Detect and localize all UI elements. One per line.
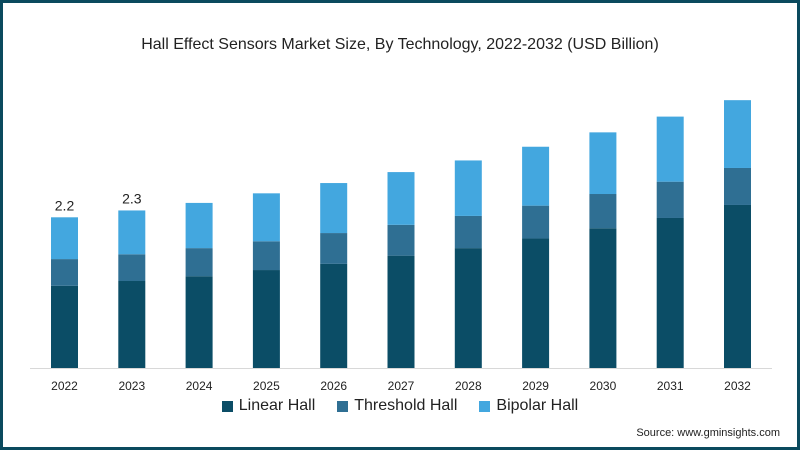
bar-bipolar-hall-2025 — [252, 193, 280, 242]
legend-item: Bipolar Hall — [479, 397, 578, 415]
legend-swatch — [479, 400, 491, 412]
bar-linear-hall-2024 — [185, 276, 213, 368]
x-tick-label: 2030 — [590, 379, 617, 393]
data-label: 2.2 — [55, 197, 75, 213]
x-tick-label: 2029 — [522, 379, 549, 393]
legend: Linear Hall Threshold Hall Bipolar Hall — [0, 397, 800, 415]
x-tick-label: 2026 — [320, 379, 347, 393]
bar-threshold-hall-2028 — [454, 215, 482, 249]
x-tick-label: 2032 — [724, 379, 751, 393]
bar-bipolar-hall-2026 — [320, 183, 348, 234]
bar-linear-hall-2027 — [387, 255, 415, 368]
bar-linear-hall-2030 — [589, 228, 617, 368]
bar-threshold-hall-2032 — [724, 167, 751, 205]
bar-threshold-hall-2022 — [51, 259, 78, 286]
legend-item: Threshold Hall — [337, 397, 457, 415]
bar-linear-hall-2025 — [252, 270, 280, 368]
x-tick-label: 2028 — [455, 379, 482, 393]
bar-threshold-hall-2031 — [656, 181, 684, 218]
x-tick-label: 2023 — [118, 379, 145, 393]
bar-threshold-hall-2023 — [118, 254, 146, 282]
bar-threshold-hall-2030 — [589, 194, 617, 229]
legend-label: Linear Hall — [238, 397, 316, 414]
source-note: Source: www.gminsights.com — [636, 427, 780, 439]
bar-linear-hall-2023 — [118, 281, 146, 368]
bar-bipolar-hall-2029 — [522, 146, 550, 206]
bar-linear-hall-2032 — [724, 204, 751, 368]
bar-linear-hall-2031 — [656, 217, 684, 368]
x-tick-label: 2025 — [253, 379, 280, 393]
bar-threshold-hall-2029 — [522, 205, 550, 239]
legend-item: Linear Hall — [221, 397, 316, 415]
x-tick-label: 2024 — [186, 379, 213, 393]
legend-swatch — [337, 400, 349, 412]
bar-bipolar-hall-2022 — [51, 217, 78, 260]
data-label: 2.3 — [122, 190, 142, 206]
bar-linear-hall-2026 — [320, 263, 348, 368]
bar-bipolar-hall-2027 — [387, 172, 415, 225]
bar-threshold-hall-2026 — [320, 233, 348, 264]
bar-bipolar-hall-2031 — [656, 116, 684, 182]
x-tick-label: 2022 — [51, 379, 78, 393]
bar-bipolar-hall-2028 — [454, 160, 482, 216]
bar-bipolar-hall-2030 — [589, 132, 617, 195]
bar-bipolar-hall-2032 — [724, 100, 751, 168]
bar-threshold-hall-2024 — [185, 248, 213, 277]
x-tick-label: 2031 — [657, 379, 684, 393]
legend-swatch — [221, 400, 233, 412]
bar-threshold-hall-2025 — [252, 241, 280, 271]
chart-title: Hall Effect Sensors Market Size, By Tech… — [141, 36, 659, 53]
bar-threshold-hall-2027 — [387, 224, 415, 256]
bar-bipolar-hall-2024 — [185, 202, 213, 249]
bar-linear-hall-2028 — [454, 248, 482, 368]
bar-linear-hall-2022 — [51, 285, 78, 368]
legend-label: Threshold Hall — [354, 397, 458, 414]
bar-bipolar-hall-2023 — [118, 210, 146, 255]
bar-linear-hall-2029 — [522, 238, 550, 368]
legend-label: Bipolar Hall — [496, 397, 579, 414]
x-tick-label: 2027 — [388, 379, 415, 393]
